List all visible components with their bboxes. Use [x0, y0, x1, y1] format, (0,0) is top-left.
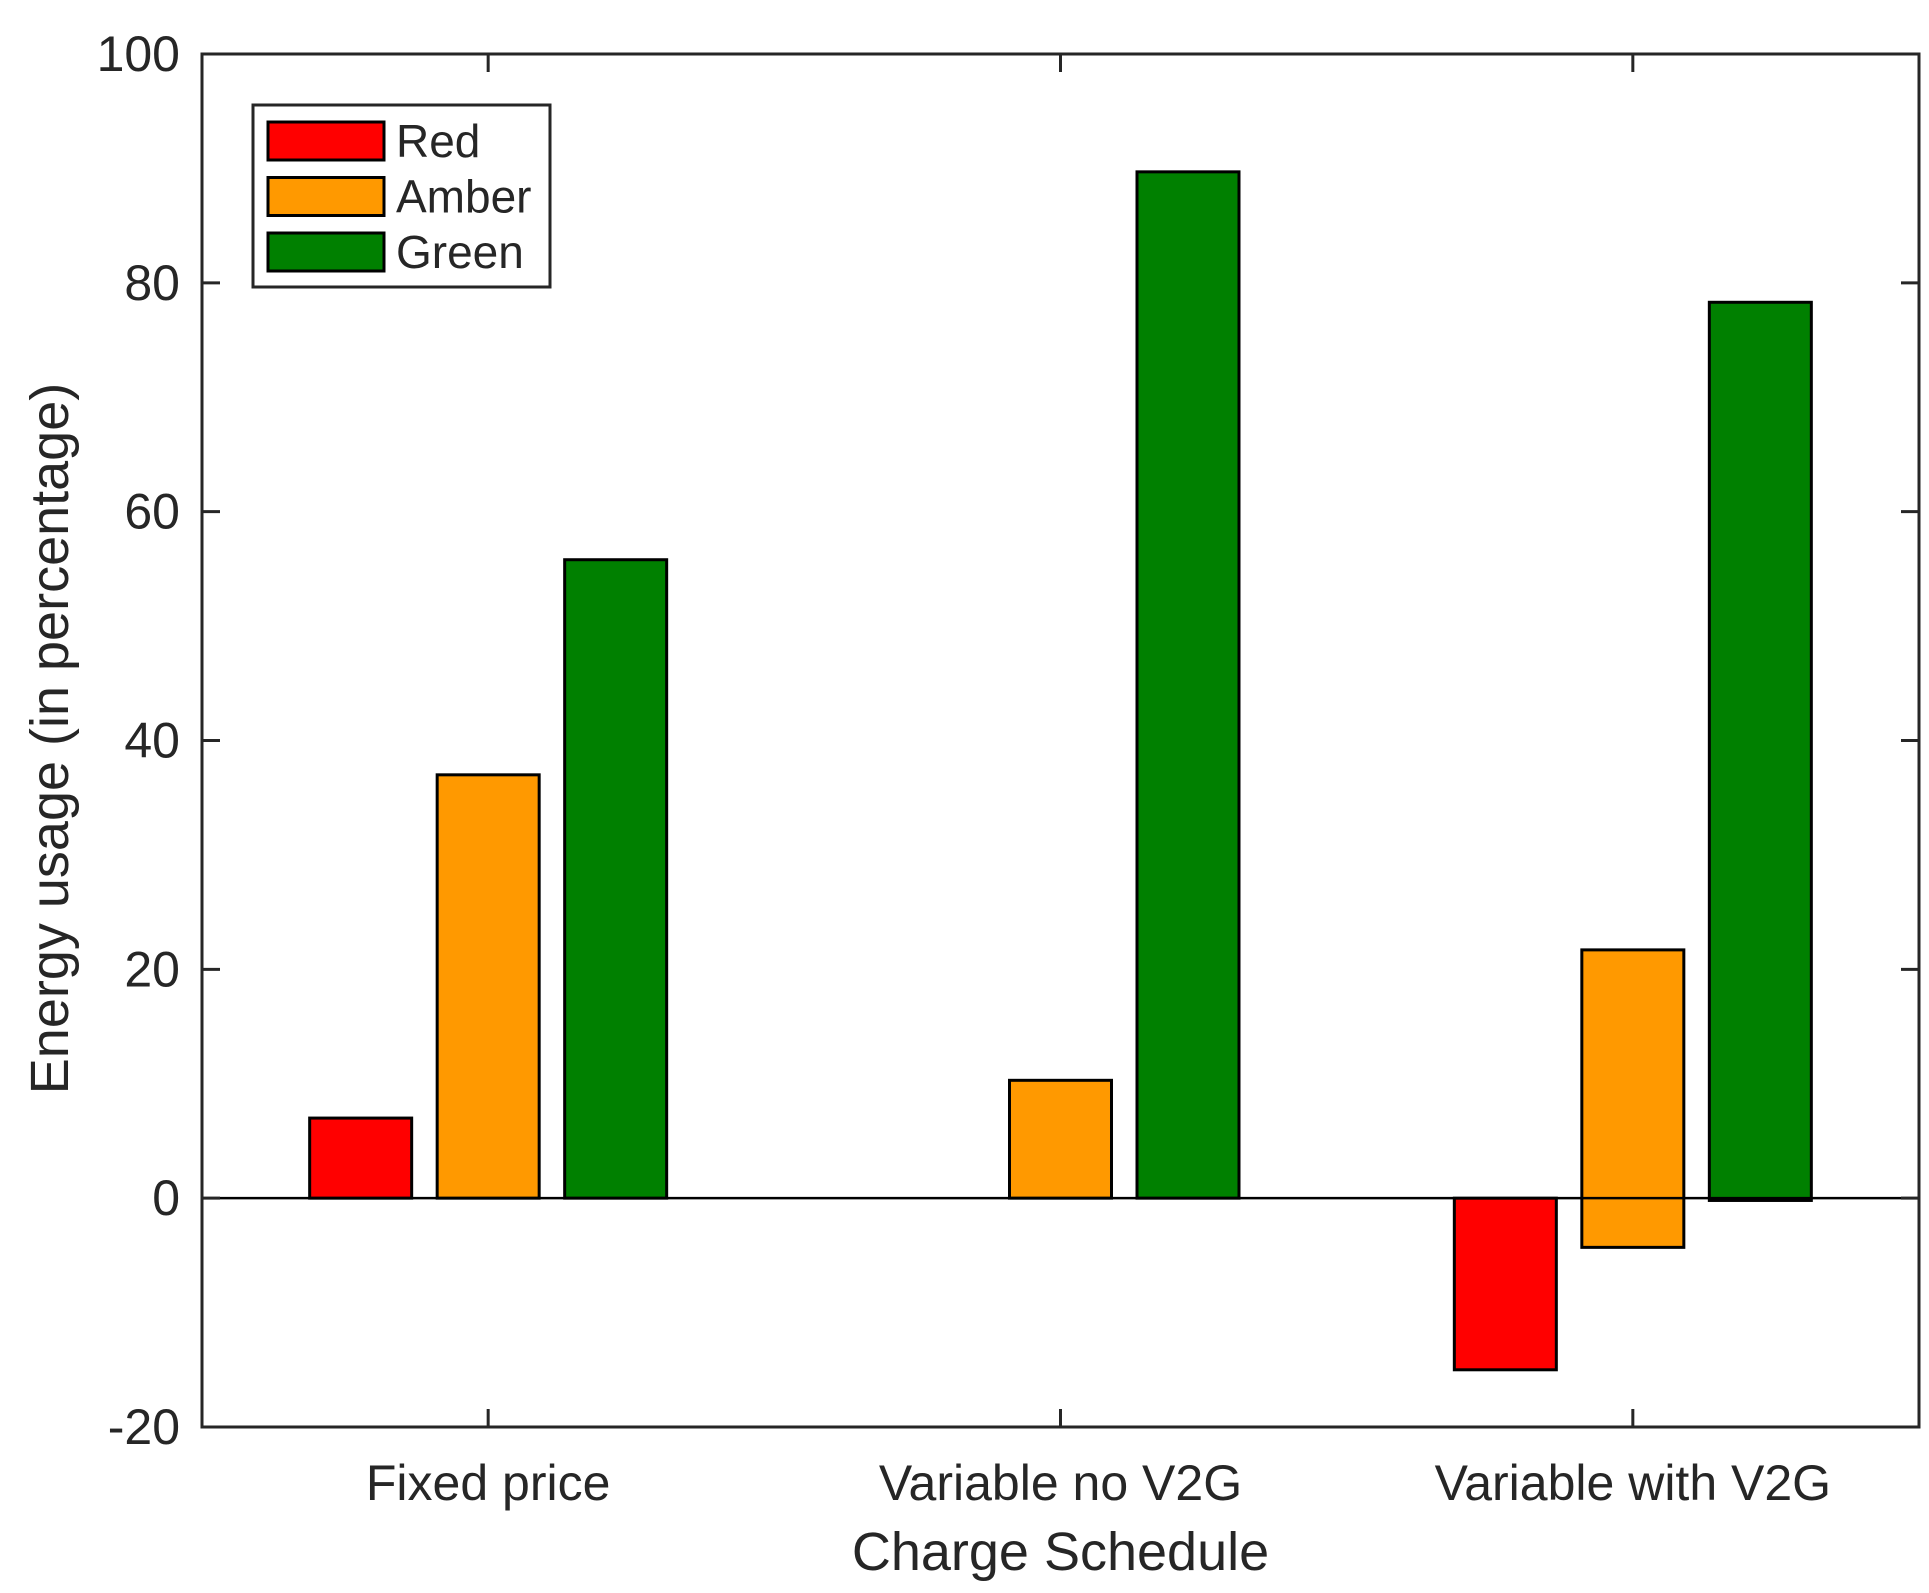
x-tick-label: Variable no V2G: [879, 1455, 1242, 1511]
y-tick-label: -20: [108, 1399, 180, 1455]
legend-label-amber: Amber: [396, 171, 531, 223]
legend-label-red: Red: [396, 115, 480, 167]
y-tick-label: 20: [124, 941, 180, 997]
y-tick-label: 40: [124, 713, 180, 769]
y-tick-label: 80: [124, 255, 180, 311]
bar-red-2: [1452, 1196, 1558, 1372]
x-axis-label: Charge Schedule: [852, 1522, 1269, 1582]
legend-label-green: Green: [396, 226, 524, 278]
y-axis-label: Energy usage (in percentage): [20, 383, 80, 1094]
legend-swatch-amber: [266, 176, 386, 217]
bar-amber-1: [1008, 1078, 1113, 1200]
bar-amber-2: [1580, 948, 1686, 1249]
x-tick-label: Fixed price: [366, 1455, 611, 1511]
tick-labels-group: -20 0 20 40 60 80 100 Fixed price Variable no V2…: [97, 26, 1832, 1511]
x-tick-label: Variable with V2G: [1435, 1455, 1831, 1511]
bar-amber-0: [435, 773, 541, 1200]
y-tick-label: 100: [97, 26, 180, 82]
legend-swatch-red: [266, 120, 386, 162]
y-tick-label: 60: [124, 484, 180, 540]
bar-green-0: [563, 558, 669, 1200]
bar-green-2: [1707, 300, 1813, 1202]
y-tick-label: 0: [152, 1170, 180, 1226]
legend-swatch-green: [266, 231, 386, 273]
bars-group: [308, 170, 1813, 1372]
bar-green-1: [1135, 170, 1241, 1200]
ticks-group: [202, 52, 1919, 1429]
bar-red-0: [308, 1116, 414, 1200]
